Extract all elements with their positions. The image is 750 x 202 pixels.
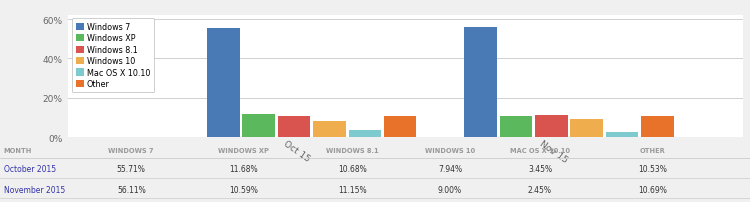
- Text: WINDOWS 7: WINDOWS 7: [109, 147, 154, 154]
- Text: MAC OS X 10.10: MAC OS X 10.10: [510, 147, 570, 154]
- Bar: [464, 28, 496, 137]
- Text: 10.68%: 10.68%: [338, 164, 367, 173]
- Legend: Windows 7, Windows XP, Windows 8.1, Windows 10, Mac OS X 10.10, Other: Windows 7, Windows XP, Windows 8.1, Wind…: [71, 19, 154, 93]
- Bar: [207, 28, 240, 137]
- Text: 55.71%: 55.71%: [117, 164, 146, 173]
- Text: 10.69%: 10.69%: [638, 185, 667, 194]
- Bar: [242, 115, 275, 137]
- Text: WINDOWS 10: WINDOWS 10: [425, 147, 475, 154]
- Text: 11.15%: 11.15%: [338, 185, 367, 194]
- Text: 2.45%: 2.45%: [528, 185, 552, 194]
- Text: 7.94%: 7.94%: [438, 164, 462, 173]
- Text: WINDOWS XP: WINDOWS XP: [218, 147, 269, 154]
- Text: 56.11%: 56.11%: [117, 185, 146, 194]
- Text: WINDOWS 8.1: WINDOWS 8.1: [326, 147, 379, 154]
- Bar: [535, 116, 568, 137]
- Text: MONTH: MONTH: [4, 147, 32, 154]
- Text: 9.00%: 9.00%: [438, 185, 462, 194]
- Text: November 2015: November 2015: [4, 185, 65, 194]
- Bar: [314, 122, 346, 137]
- Bar: [384, 117, 416, 137]
- Bar: [349, 131, 381, 137]
- Text: 11.68%: 11.68%: [230, 164, 258, 173]
- Bar: [278, 117, 310, 137]
- Text: 10.59%: 10.59%: [230, 185, 258, 194]
- Text: OTHER: OTHER: [640, 147, 665, 154]
- Bar: [500, 117, 532, 137]
- Bar: [606, 133, 638, 137]
- Text: 3.45%: 3.45%: [528, 164, 552, 173]
- Bar: [570, 120, 603, 137]
- Text: October 2015: October 2015: [4, 164, 55, 173]
- Bar: [641, 117, 674, 137]
- Text: 10.53%: 10.53%: [638, 164, 667, 173]
